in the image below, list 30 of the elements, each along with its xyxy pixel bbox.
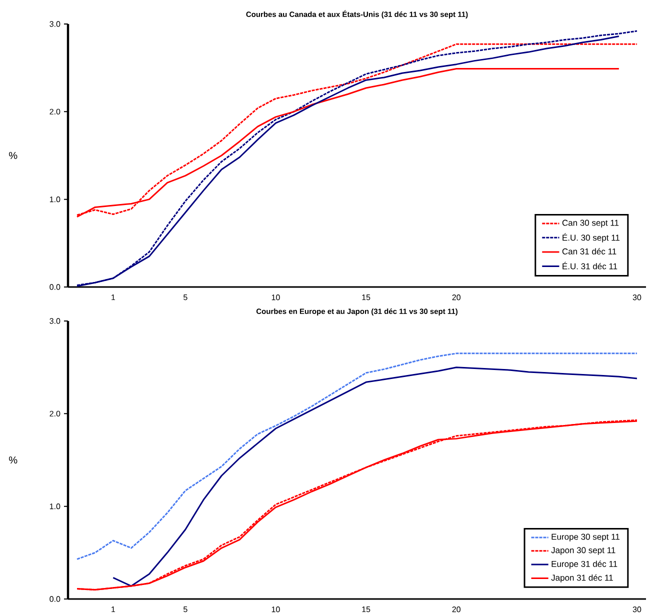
x-tick-label: 15 bbox=[362, 294, 370, 300]
legend-label: É.U. 30 sept 11 bbox=[562, 233, 620, 242]
y-tick-label: 2.0 bbox=[50, 108, 60, 114]
x-tick-label: 20 bbox=[452, 606, 460, 612]
y-tick-label: 3.0 bbox=[50, 318, 60, 324]
y-axis-title: % bbox=[9, 456, 18, 464]
x-tick-label: 5 bbox=[184, 606, 188, 612]
x-tick-label: 10 bbox=[272, 606, 280, 612]
legend-label: É.U. 31 déc 11 bbox=[562, 262, 618, 270]
y-tick-label: 2.0 bbox=[50, 410, 60, 416]
x-tick-label: 15 bbox=[362, 606, 370, 612]
legend-label: Japon 30 sept 11 bbox=[551, 547, 616, 555]
x-tick-label: 1 bbox=[112, 606, 115, 612]
x-tick-label: 30 bbox=[632, 606, 642, 612]
y-tick-label: 1.0 bbox=[50, 504, 60, 510]
x-tick-label: 5 bbox=[184, 294, 188, 300]
y-tick-label: 0.0 bbox=[50, 284, 60, 290]
legend-label: Europe 31 déc 11 bbox=[552, 560, 618, 569]
legend-label: Can 30 sept 11 bbox=[562, 220, 619, 228]
y-tick-label: 3.0 bbox=[50, 21, 60, 27]
x-tick-label: 20 bbox=[452, 294, 460, 300]
x-tick-label: 10 bbox=[272, 294, 280, 300]
y-axis-title: % bbox=[9, 152, 18, 159]
x-tick-label: 1 bbox=[112, 294, 115, 300]
legend-label: Can 31 déc 11 bbox=[562, 248, 616, 254]
y-tick-label: 1.0 bbox=[50, 196, 60, 202]
legend-label: Japon 31 déc 11 bbox=[551, 574, 613, 582]
y-tick-label: 0.0 bbox=[50, 596, 60, 602]
legend-label: Europe 30 sept 11 bbox=[552, 534, 620, 542]
x-tick-label: 30 bbox=[632, 294, 642, 300]
